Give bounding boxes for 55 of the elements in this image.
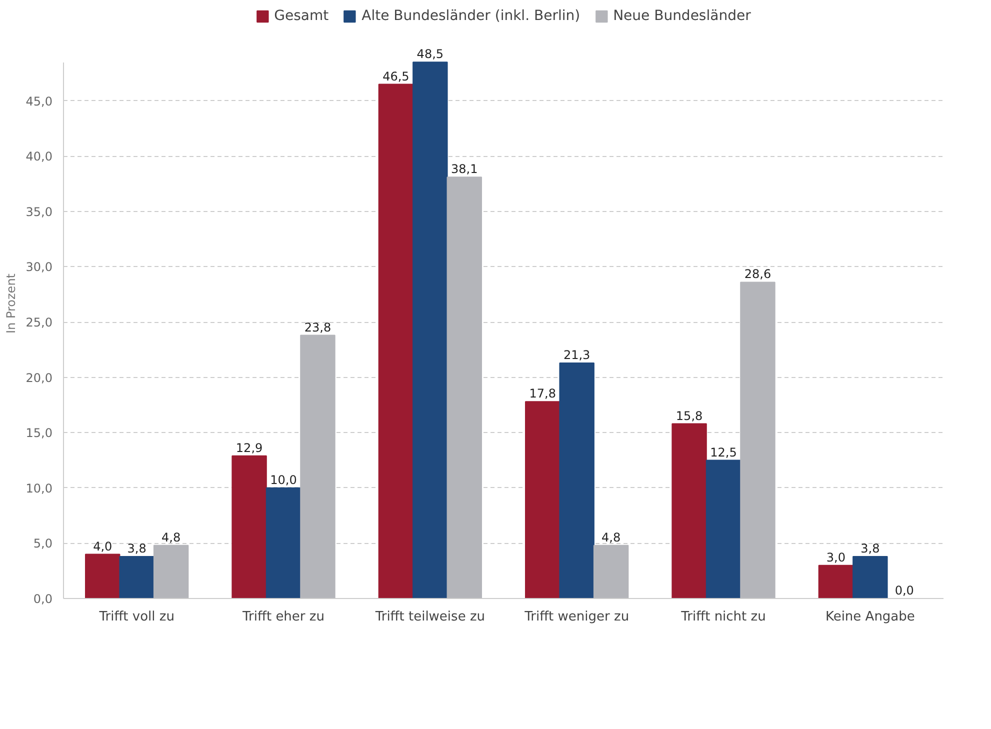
- y-tick-label: 25,0: [26, 316, 52, 330]
- bar: [593, 544, 629, 598]
- data-label: 15,8: [676, 408, 703, 423]
- y-axis-title: In Prozent: [4, 273, 18, 334]
- bar: [559, 362, 594, 598]
- bar: [818, 564, 854, 598]
- legend-label: Gesamt: [274, 8, 329, 24]
- bar: [412, 62, 448, 598]
- bar: [706, 460, 742, 598]
- legend-label: Neue Bundesländer: [613, 8, 751, 24]
- bar: [85, 554, 120, 598]
- y-tick-label: 20,0: [26, 370, 52, 385]
- data-label: 48,5: [416, 47, 444, 62]
- bar: [119, 556, 154, 598]
- data-label: 12,5: [710, 445, 737, 460]
- y-tick-label: 35,0: [26, 204, 52, 219]
- data-label: 3,8: [860, 541, 880, 556]
- bar: [153, 544, 189, 598]
- data-label: 21,3: [563, 348, 590, 362]
- data-label: 4,8: [602, 530, 621, 544]
- x-tick-label: Keine Angabe: [825, 610, 915, 624]
- data-label: 12,9: [236, 440, 263, 455]
- bar: [446, 176, 482, 598]
- data-label: 28,6: [744, 267, 772, 282]
- data-label: 10,0: [270, 472, 297, 487]
- data-label: 3,0: [826, 550, 846, 564]
- bar: [232, 455, 267, 598]
- y-tick-label: 0,0: [33, 592, 53, 606]
- x-tick-label: Trifft eher zu: [242, 610, 324, 624]
- legend-label: Alte Bundesländer (inkl. Berlin): [362, 8, 580, 24]
- data-label: 23,8: [304, 320, 332, 334]
- y-tick-label: 45,0: [26, 94, 52, 108]
- data-label: 38,1: [451, 162, 478, 176]
- y-tick-label: 40,0: [26, 150, 52, 164]
- data-label: 17,8: [529, 386, 556, 401]
- bar: [378, 84, 414, 598]
- bar: [672, 423, 707, 598]
- data-label: 0,0: [894, 584, 914, 598]
- x-tick-label: Trifft nicht zu: [680, 610, 766, 624]
- y-tick-label: 10,0: [26, 481, 52, 496]
- data-label: 4,0: [93, 539, 112, 554]
- y-tick-label: 5,0: [33, 536, 53, 551]
- data-label: 46,5: [382, 69, 410, 84]
- data-label: 3,8: [127, 541, 146, 556]
- bar: [740, 282, 776, 598]
- data-label: 4,8: [162, 530, 181, 544]
- x-tick-label: Trifft teilweise zu: [374, 610, 486, 624]
- bar: [525, 401, 560, 598]
- bar: [266, 487, 302, 598]
- x-tick-label: Trifft voll zu: [98, 610, 174, 624]
- y-tick-label: 15,0: [26, 426, 52, 440]
- x-tick-label: Trifft weniger zu: [524, 610, 630, 624]
- bar: [852, 556, 888, 598]
- y-tick-label: 30,0: [26, 260, 52, 274]
- bar: [300, 334, 336, 598]
